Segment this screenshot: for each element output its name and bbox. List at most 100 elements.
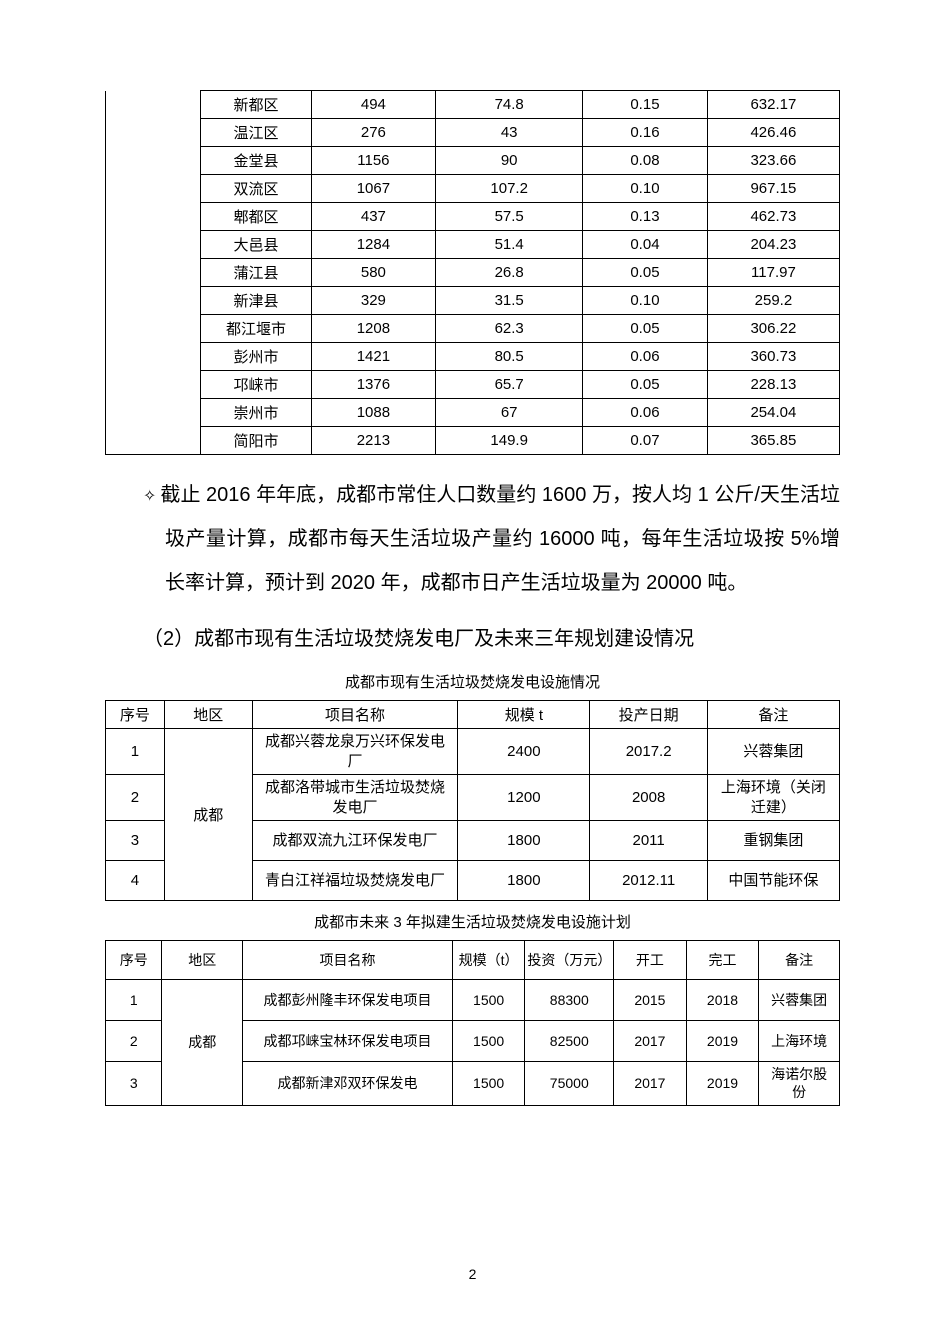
data-cell: 3: [106, 821, 165, 861]
data-cell: 重钢集团: [707, 821, 839, 861]
data-cell: 2015: [614, 980, 687, 1021]
data-cell: 成都新津邓双环保发电: [243, 1062, 453, 1105]
data-cell: 双流区: [201, 175, 311, 203]
data-cell: 306.22: [707, 315, 839, 343]
data-cell: 62.3: [436, 315, 583, 343]
data-cell: 67: [436, 399, 583, 427]
data-cell: 成都双流九江环保发电厂: [252, 821, 458, 861]
table-row: 简阳市2213149.90.07365.85: [106, 427, 840, 455]
data-cell: 0.06: [583, 399, 708, 427]
header-cell: 投资（万元）: [525, 941, 614, 980]
header-cell: 序号: [106, 701, 165, 729]
data-cell: 43: [436, 119, 583, 147]
data-cell: 兴蓉集团: [759, 980, 840, 1021]
data-cell: 967.15: [707, 175, 839, 203]
data-cell: 107.2: [436, 175, 583, 203]
data-cell: 0.13: [583, 203, 708, 231]
data-cell: 新津县: [201, 287, 311, 315]
data-cell: 57.5: [436, 203, 583, 231]
table-row: 大邑县128451.40.04204.23: [106, 231, 840, 259]
data-cell: 1156: [311, 147, 436, 175]
data-cell: 2017: [614, 1062, 687, 1105]
data-cell: 117.97: [707, 259, 839, 287]
table-row: 金堂县1156900.08323.66: [106, 147, 840, 175]
header-cell: 规模（t）: [452, 941, 525, 980]
data-cell: 149.9: [436, 427, 583, 455]
table2-caption: 成都市现有生活垃圾焚烧发电设施情况: [105, 671, 840, 692]
data-cell: 温江区: [201, 119, 311, 147]
data-cell: 崇州市: [201, 399, 311, 427]
data-cell: 204.23: [707, 231, 839, 259]
table-row: 彭州市142180.50.06360.73: [106, 343, 840, 371]
page-number: 2: [0, 1266, 945, 1282]
data-cell: 新都区: [201, 91, 311, 119]
data-cell: 2: [106, 775, 165, 821]
header-row: 序号地区项目名称规模 t投产日期备注: [106, 701, 840, 729]
table3-caption: 成都市未来 3 年拟建生活垃圾焚烧发电设施计划: [105, 911, 840, 932]
data-cell: 1: [106, 980, 162, 1021]
table-row: 温江区276430.16426.46: [106, 119, 840, 147]
data-cell: 0.08: [583, 147, 708, 175]
data-cell: 0.05: [583, 315, 708, 343]
data-cell: 2019: [686, 1062, 759, 1105]
data-cell: 0.05: [583, 259, 708, 287]
data-cell: 1800: [458, 861, 590, 901]
data-cell: 2017: [614, 1021, 687, 1062]
header-cell: 项目名称: [243, 941, 453, 980]
header-cell: 项目名称: [252, 701, 458, 729]
data-cell: 323.66: [707, 147, 839, 175]
header-cell: 投产日期: [590, 701, 707, 729]
data-cell: 426.46: [707, 119, 839, 147]
data-cell: 彭州市: [201, 343, 311, 371]
bullet-diamond-icon: ✧: [143, 488, 156, 505]
data-cell: 2017.2: [590, 729, 707, 775]
data-cell: 462.73: [707, 203, 839, 231]
data-cell: 1500: [452, 980, 525, 1021]
data-cell: 0.05: [583, 371, 708, 399]
data-cell: 26.8: [436, 259, 583, 287]
summary-text: 截止 2016 年年底，成都市常住人口数量约 1600 万，按人均 1 公斤/天…: [160, 484, 840, 594]
section-subtitle-2: （2）成都市现有生活垃圾焚烧发电厂及未来三年规划建设情况: [105, 619, 840, 659]
data-cell: 0.04: [583, 231, 708, 259]
data-cell: 1284: [311, 231, 436, 259]
data-cell: 2213: [311, 427, 436, 455]
data-cell: 成都兴蓉龙泉万兴环保发电厂: [252, 729, 458, 775]
summary-paragraph: ✧截止 2016 年年底，成都市常住人口数量约 1600 万，按人均 1 公斤/…: [105, 473, 840, 605]
data-cell: 228.13: [707, 371, 839, 399]
data-cell: 上海环境: [759, 1021, 840, 1062]
existing-facilities-table: 序号地区项目名称规模 t投产日期备注1成都成都兴蓉龙泉万兴环保发电厂240020…: [105, 700, 840, 901]
data-cell: 31.5: [436, 287, 583, 315]
data-cell: 0.15: [583, 91, 708, 119]
data-cell: 75000: [525, 1062, 614, 1105]
data-cell: 大邑县: [201, 231, 311, 259]
data-cell: 65.7: [436, 371, 583, 399]
data-cell: 2011: [590, 821, 707, 861]
table-row: 郫都区43757.50.13462.73: [106, 203, 840, 231]
data-cell: 1208: [311, 315, 436, 343]
data-cell: 青白江祥福垃圾焚烧发电厂: [252, 861, 458, 901]
table-row: 蒲江县58026.80.05117.97: [106, 259, 840, 287]
merged-left-cell: [106, 91, 201, 455]
data-cell: 成都洛带城市生活垃圾焚烧发电厂: [252, 775, 458, 821]
table-row: 新津县32931.50.10259.2: [106, 287, 840, 315]
data-cell: 2: [106, 1021, 162, 1062]
data-cell: 0.10: [583, 175, 708, 203]
data-cell: 中国节能环保: [707, 861, 839, 901]
table-row: 1成都成都兴蓉龙泉万兴环保发电厂24002017.2兴蓉集团: [106, 729, 840, 775]
header-cell: 地区: [162, 941, 243, 980]
data-cell: 简阳市: [201, 427, 311, 455]
table-row: 邛崃市137665.70.05228.13: [106, 371, 840, 399]
header-cell: 备注: [707, 701, 839, 729]
header-cell: 开工: [614, 941, 687, 980]
data-cell: 成都彭州隆丰环保发电项目: [243, 980, 453, 1021]
header-cell: 规模 t: [458, 701, 590, 729]
data-cell: 4: [106, 861, 165, 901]
data-cell: 2008: [590, 775, 707, 821]
region-cell: 成都: [162, 980, 243, 1105]
data-cell: 3: [106, 1062, 162, 1105]
data-cell: 上海环境（关闭迁建）: [707, 775, 839, 821]
data-cell: 494: [311, 91, 436, 119]
data-cell: 1: [106, 729, 165, 775]
region-cell: 成都: [164, 729, 252, 901]
data-cell: 0.06: [583, 343, 708, 371]
